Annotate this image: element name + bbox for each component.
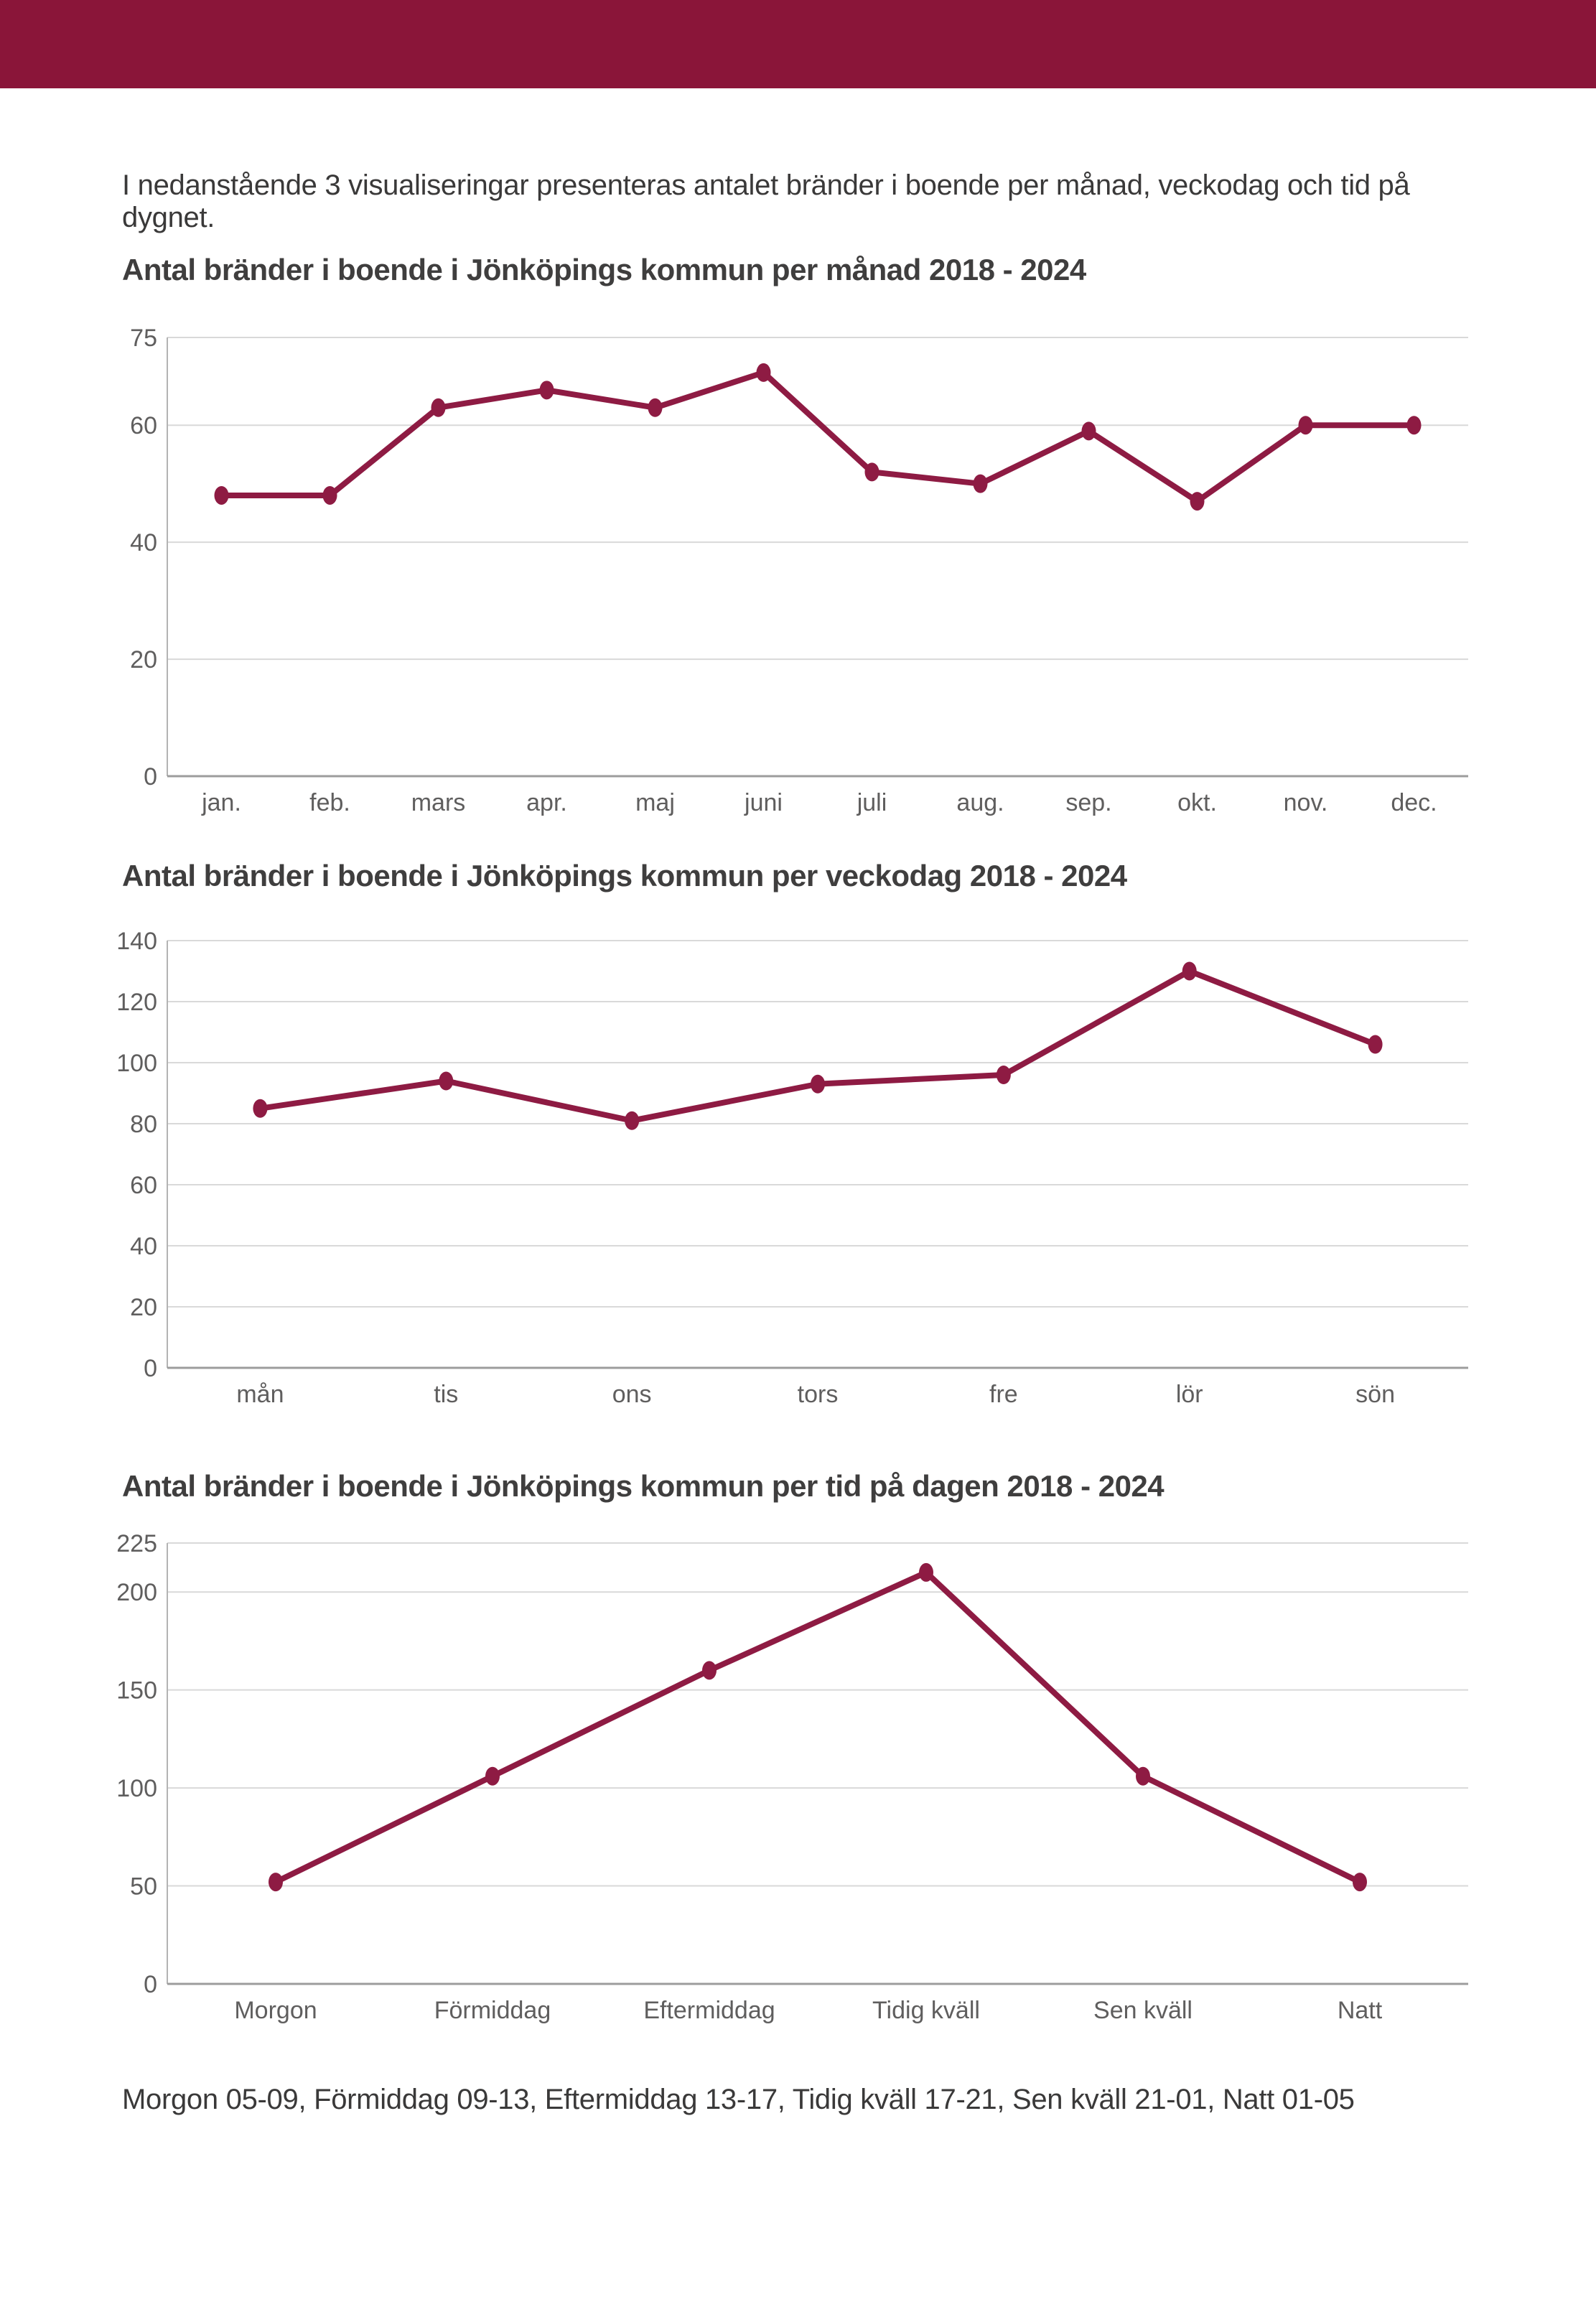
svg-text:40: 40: [130, 529, 157, 556]
svg-text:apr.: apr.: [526, 789, 567, 816]
svg-text:20: 20: [130, 646, 157, 674]
svg-text:Sen kväll: Sen kväll: [1093, 1997, 1193, 2024]
svg-text:Förmiddag: Förmiddag: [434, 1997, 551, 2024]
svg-text:20: 20: [130, 1294, 157, 1321]
chart-title-per-weekday: Antal bränder i boende i Jönköpings komm…: [122, 859, 1127, 892]
svg-text:100: 100: [116, 1775, 157, 1802]
series-line: [273, 1569, 1363, 1886]
svg-text:200: 200: [116, 1579, 157, 1606]
svg-text:Natt: Natt: [1338, 1997, 1383, 2024]
svg-text:50: 50: [130, 1873, 157, 1901]
svg-text:60: 60: [130, 1172, 157, 1199]
x-axis-labels: mån tis ons tors fre lör sön: [236, 1381, 1395, 1408]
gridlines: [167, 1542, 1468, 1985]
intro-text: I nedanstående 3 visualiseringar present…: [122, 169, 1410, 233]
svg-text:Morgon: Morgon: [234, 1997, 317, 2024]
svg-text:mån: mån: [236, 1381, 284, 1408]
svg-text:225: 225: [116, 1530, 157, 1557]
svg-text:jan.: jan.: [201, 789, 241, 816]
svg-text:ons: ons: [612, 1381, 652, 1408]
svg-text:mars: mars: [411, 789, 466, 816]
svg-text:40: 40: [130, 1233, 157, 1260]
svg-text:maj: maj: [635, 789, 675, 816]
svg-text:0: 0: [144, 1971, 157, 1998]
monthly-fires-line-chart: 0 20 40 60 75 jan. feb. mars apr. maj juni juli aug.…: [130, 325, 1468, 816]
svg-text:sön: sön: [1355, 1381, 1395, 1408]
svg-text:Eftermiddag: Eftermiddag: [643, 1997, 775, 2024]
svg-text:juli: juli: [857, 789, 887, 816]
data-point-markers: [253, 961, 1383, 1130]
series-line: [257, 968, 1378, 1124]
series-line: [218, 369, 1417, 505]
x-axis-labels: jan. feb. mars apr. maj juni juli aug. sep. okt. n…: [201, 789, 1437, 816]
chart-title-per-time-of-day: Antal bränder i boende i Jönköpings komm…: [122, 1469, 1165, 1503]
svg-text:fre: fre: [989, 1381, 1018, 1408]
svg-text:0: 0: [144, 763, 157, 791]
svg-text:120: 120: [116, 989, 157, 1016]
y-axis-labels: 0 20 40 60 80 100 120 140: [116, 928, 157, 1382]
svg-text:150: 150: [116, 1677, 157, 1705]
svg-text:nov.: nov.: [1284, 789, 1328, 816]
gridlines: [167, 940, 1468, 1369]
svg-text:sep.: sep.: [1065, 789, 1111, 816]
svg-text:60: 60: [130, 412, 157, 439]
svg-text:80: 80: [130, 1111, 157, 1138]
svg-text:Tidig kväll: Tidig kväll: [872, 1997, 980, 2024]
svg-text:0: 0: [144, 1355, 157, 1382]
time-of-day-legend-text: Morgon 05-09, Förmiddag 09-13, Eftermidd…: [122, 2084, 1355, 2115]
svg-text:aug.: aug.: [956, 789, 1004, 816]
data-point-markers: [214, 363, 1422, 511]
svg-text:75: 75: [130, 325, 157, 352]
svg-text:feb.: feb.: [309, 789, 350, 816]
svg-text:tis: tis: [434, 1381, 458, 1408]
gridlines: [167, 337, 1468, 777]
time-of-day-fires-line-chart: 0 50 100 150 200 225 Morgon Förmiddag Eftermidda…: [116, 1530, 1468, 2024]
svg-text:100: 100: [116, 1050, 157, 1077]
x-axis-labels: Morgon Förmiddag Eftermiddag Tidig kväll Sen…: [234, 1997, 1382, 2024]
svg-text:lör: lör: [1176, 1381, 1203, 1408]
svg-text:dec.: dec.: [1391, 789, 1437, 816]
svg-text:140: 140: [116, 928, 157, 955]
data-point-markers: [269, 1562, 1367, 1892]
svg-text:tors: tors: [798, 1381, 839, 1408]
y-axis-labels: 0 20 40 60 75: [130, 325, 157, 791]
svg-text:juni: juni: [744, 789, 783, 816]
svg-text:okt.: okt.: [1177, 789, 1217, 816]
chart-title-per-month: Antal bränder i boende i Jönköpings komm…: [122, 253, 1086, 286]
y-axis-labels: 0 50 100 150 200 225: [116, 1530, 157, 1998]
weekday-fires-line-chart: 0 20 40 60 80 100 120 140 mån tis ons tors fre lör sön: [116, 928, 1468, 1408]
header-bar: [0, 0, 1596, 88]
